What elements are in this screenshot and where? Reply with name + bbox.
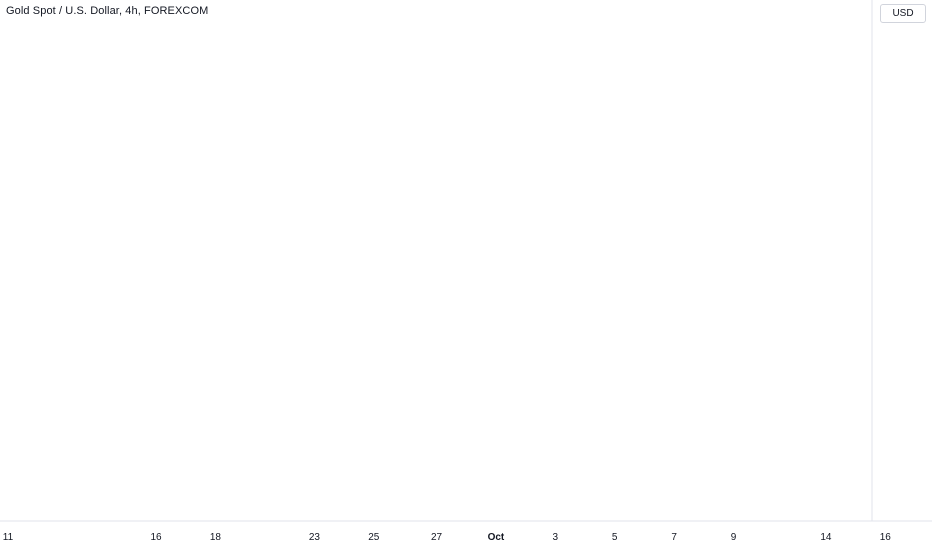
time-tick-label: 9	[731, 532, 737, 543]
time-tick-label: 11	[3, 532, 14, 543]
time-tick-label: 16	[880, 532, 892, 543]
time-tick-label: 3	[553, 532, 559, 543]
time-tick-label: 25	[368, 532, 380, 543]
currency-button[interactable]: USD	[880, 4, 926, 23]
time-tick-label: 23	[309, 532, 321, 543]
time-tick-label: 16	[150, 532, 162, 543]
time-tick-label: 5	[612, 532, 618, 543]
time-tick-label: 14	[820, 532, 832, 543]
chart-title: Gold Spot / U.S. Dollar, 4h, FOREXCOM	[6, 5, 209, 17]
time-tick-label: 27	[431, 532, 443, 543]
time-tick-label: 7	[671, 532, 677, 543]
time-tick-label: Oct	[488, 532, 505, 543]
time-tick-label: 18	[210, 532, 222, 543]
